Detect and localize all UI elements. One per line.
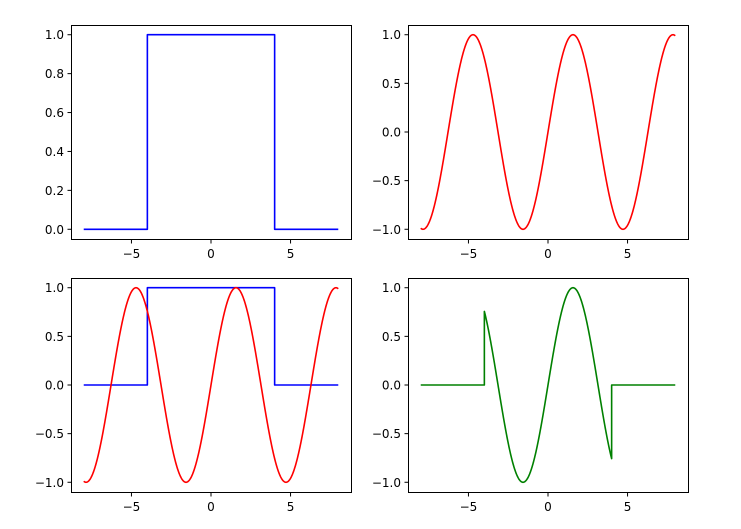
y-tick-label: 0.6 xyxy=(45,106,64,120)
x-tick-label: −5 xyxy=(123,500,141,514)
subplot-1: −5 0 5 0.0 0.2 0.4 0.6 0.8 1.0 xyxy=(45,25,352,261)
x-tick-label: 5 xyxy=(287,247,295,261)
series-line-1 xyxy=(420,33,676,231)
x-tick-label: 5 xyxy=(287,500,295,514)
series-line-1 xyxy=(420,286,676,484)
x-tick-label: 0 xyxy=(207,500,215,514)
y-tick-label: −0.5 xyxy=(372,174,401,188)
y-tick-label: 0.0 xyxy=(45,379,64,393)
subplot-4: −5 0 5 −1.0 −0.5 0.0 0.5 1.0 xyxy=(372,278,689,514)
x-tick-label: 5 xyxy=(624,247,632,261)
x-tick-label: −5 xyxy=(123,247,141,261)
x-tick-label: −5 xyxy=(460,247,478,261)
y-tick-label: 0.4 xyxy=(45,145,64,159)
y-tick-label: 0.2 xyxy=(45,184,64,198)
y-tick-label: −1.0 xyxy=(372,223,401,237)
series-line-2 xyxy=(83,286,339,484)
y-tick-label: 0.0 xyxy=(382,126,401,140)
y-tick-label: 0.8 xyxy=(45,67,64,81)
y-tick-label: 1.0 xyxy=(382,28,401,42)
y-tick-label: −1.0 xyxy=(372,476,401,490)
y-tick-label: −1.0 xyxy=(35,476,64,490)
subplot-3: −5 0 5 −1.0 −0.5 0.0 0.5 1.0 xyxy=(35,278,352,514)
x-tick-label: −5 xyxy=(460,500,478,514)
x-tick-label: 0 xyxy=(207,247,215,261)
y-tick-label: 1.0 xyxy=(382,281,401,295)
y-tick-label: 0.5 xyxy=(45,330,64,344)
y-tick-label: 0.0 xyxy=(45,223,64,237)
y-tick-label: 0.5 xyxy=(382,77,401,91)
y-tick-label: −0.5 xyxy=(372,427,401,441)
y-tick-label: 1.0 xyxy=(45,28,64,42)
subplot-2: −5 0 5 −1.0 −0.5 0.0 0.5 1.0 xyxy=(372,25,689,261)
y-tick-label: 0.0 xyxy=(382,379,401,393)
x-tick-label: 0 xyxy=(544,500,552,514)
x-tick-label: 5 xyxy=(624,500,632,514)
series-line-1 xyxy=(83,33,339,231)
y-tick-label: 0.5 xyxy=(382,330,401,344)
x-tick-label: 0 xyxy=(544,247,552,261)
series-line-1 xyxy=(83,286,339,386)
y-tick-label: 1.0 xyxy=(45,281,64,295)
y-tick-label: −0.5 xyxy=(35,427,64,441)
